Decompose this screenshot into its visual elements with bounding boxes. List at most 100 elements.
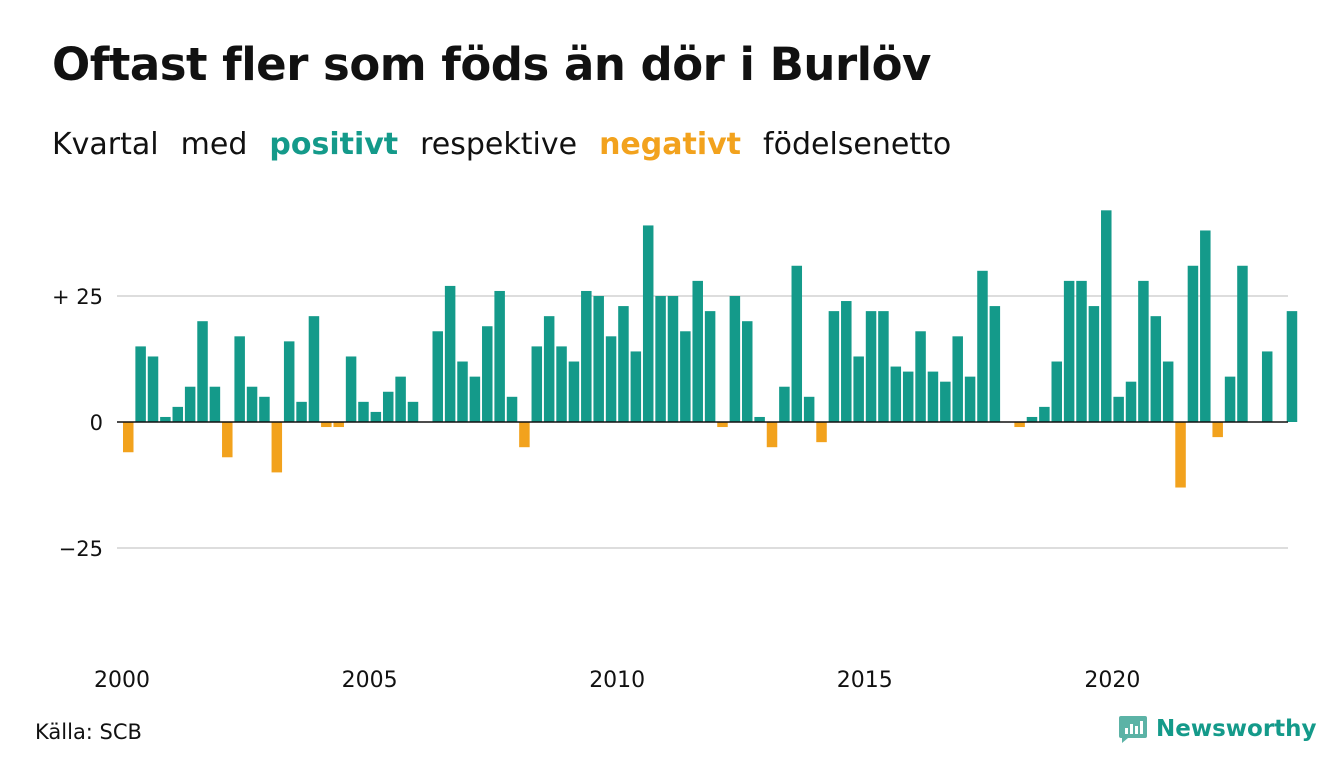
bar [568,361,580,422]
bar [642,225,654,422]
bar [680,331,691,422]
bar [1261,351,1273,422]
subtitle-negative: negativt [599,127,742,162]
bar [1076,280,1087,422]
bar [902,371,914,422]
bar [457,361,468,422]
bar [1051,361,1062,422]
subtitle-word: med [180,127,248,162]
bar [1224,376,1236,422]
bar [816,422,827,443]
bar [234,336,245,422]
bar [692,280,703,422]
bar [308,316,320,422]
bar [865,311,877,422]
bar [160,416,171,422]
x-tick-label: 2000 [94,668,150,693]
bar [766,422,778,448]
bar [147,356,159,422]
bar [283,341,295,422]
bar [1175,422,1186,488]
bar [964,376,976,422]
subtitle-word: födelsenetto [763,127,952,162]
bar [345,356,357,422]
bar [667,296,679,422]
bar [1286,311,1298,422]
bar [1101,210,1112,422]
bar [271,422,283,473]
bar [940,381,951,422]
bar [1039,406,1050,422]
bar [1187,265,1199,422]
x-tick-label: 2005 [342,668,398,693]
bar [482,326,493,422]
subtitle-word: Kvartal [52,127,159,162]
bar [1162,361,1174,422]
bar [742,321,753,422]
bar [952,336,963,422]
bar [321,422,332,428]
bar [506,396,518,422]
bar [989,306,1001,422]
x-tick-label: 2020 [1084,668,1140,693]
bar [1200,230,1211,422]
bar [494,290,505,422]
bar [444,285,456,422]
bar [828,311,840,422]
bar [556,346,567,422]
bar [1088,306,1100,422]
chart-subtitle: Kvartal med positivt respektive negativt föde… [52,127,973,162]
bar [135,346,146,422]
bar [1138,280,1149,422]
bar [184,386,196,422]
bar [927,371,939,422]
x-tick-label: 2010 [589,668,645,693]
bar [841,301,852,422]
bar [717,422,728,428]
bar [729,296,741,422]
y-tick-label: −25 [59,537,103,561]
bar [333,422,344,428]
bar [915,331,926,422]
bar [779,386,790,422]
source-note: Källa: SCB [35,720,142,744]
bar [209,386,221,422]
bar [803,396,815,422]
bar [791,265,803,422]
brand-name: Newsworthy [1156,716,1317,742]
bar [1063,280,1075,422]
bar [593,296,604,422]
bar [890,366,902,422]
bar [1212,422,1223,438]
bar [1125,381,1137,422]
bar [395,376,406,422]
bar [977,270,988,422]
bar [1026,416,1038,422]
bar [432,331,443,422]
bar [655,296,666,422]
x-tick-label: 2015 [837,668,893,693]
newsworthy-logo-icon [1119,716,1147,743]
bar [407,401,419,422]
bar [197,321,208,422]
subtitle-word: respektive [420,127,578,162]
bar [853,356,864,422]
bar [581,290,592,422]
bar [531,346,543,422]
subtitle-positive: positivt [269,127,399,162]
bar [1014,422,1025,428]
bar [1113,396,1124,422]
bar [172,406,184,422]
bar [370,411,382,422]
bar [259,396,270,422]
bar [754,416,765,422]
newsworthy-logo: Newsworthy [1118,714,1317,744]
bar [605,336,617,422]
y-tick-label: + 25 [52,285,103,309]
bar [358,401,369,422]
chart-title: Oftast fler som föds än dör i Burlöv [52,38,931,91]
bar [296,401,307,422]
bar [1237,265,1248,422]
bar [222,422,233,458]
